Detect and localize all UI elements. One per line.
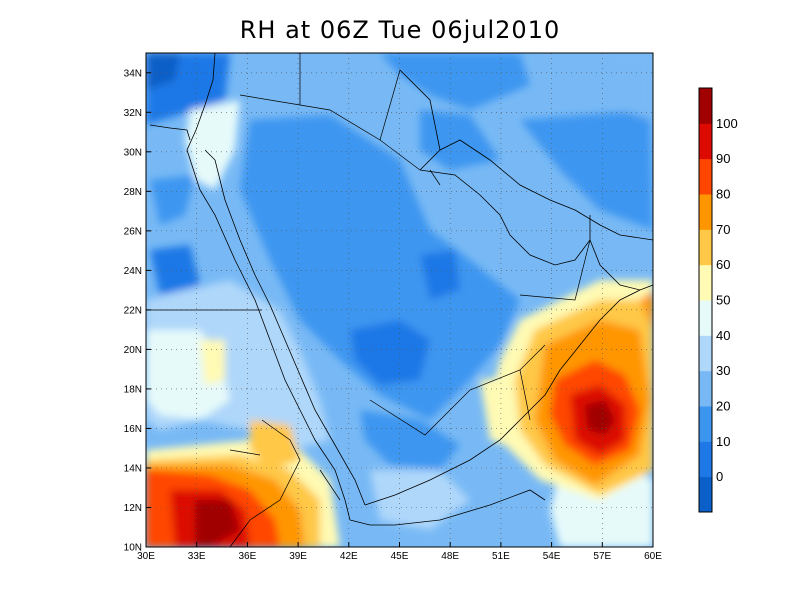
colorbar-swatch <box>699 335 712 372</box>
lon-tick-label: 39E <box>289 551 307 562</box>
longitude-axis: 30E 33E 36E 39E 42E 45E 48E 51E 54E 57E 60E <box>137 542 662 562</box>
lat-tick-label: 10N <box>124 543 142 554</box>
lat-tick-label: 22N <box>124 305 142 316</box>
colorbar-swatch <box>699 300 712 336</box>
lat-tick-label: 34N <box>124 68 142 79</box>
lat-tick-label: 18N <box>124 384 142 395</box>
colorbar-label: 100 <box>716 116 738 131</box>
lon-tick-label: 48E <box>441 551 459 562</box>
lat-tick-label: 30N <box>124 147 142 158</box>
lat-tick-label: 12N <box>124 503 142 514</box>
colorbar-label: 10 <box>716 434 730 449</box>
colorbar-label: 30 <box>716 363 730 378</box>
colorbar-label: 50 <box>716 293 730 308</box>
latitude-axis: 10N 12N 14N 16N 18N 20N 22N 24N 26N 28N 30N 32N 34N <box>124 68 151 554</box>
colorbar-swatch <box>699 370 712 407</box>
colorbar-frame <box>698 87 713 513</box>
colorbar-swatch <box>699 229 712 266</box>
coastlines <box>149 52 654 526</box>
lat-tick-label: 28N <box>124 187 142 198</box>
colorbar-label: 20 <box>716 399 730 414</box>
lon-tick-label: 30E <box>137 551 155 562</box>
rh-shading <box>146 53 653 547</box>
lat-tick-label: 26N <box>124 226 142 237</box>
colorbar-label: 70 <box>716 222 730 237</box>
lon-tick-label: 36E <box>239 551 257 562</box>
lon-tick-label: 45E <box>391 551 409 562</box>
lon-tick-label: 33E <box>188 551 206 562</box>
colorbar-swatch <box>699 406 712 442</box>
lat-tick-label: 32N <box>124 108 142 119</box>
colorbar-label: 90 <box>716 151 730 166</box>
colorbar-swatch <box>699 441 712 478</box>
colorbar-label: 40 <box>716 328 730 343</box>
lon-tick-label: 51E <box>492 551 510 562</box>
lon-tick-label: 42E <box>340 551 358 562</box>
lat-tick-label: 20N <box>124 345 142 356</box>
colorbar-swatch <box>699 158 712 195</box>
lat-tick-label: 14N <box>124 463 142 474</box>
map-title: RH at 06Z Tue 06jul2010 <box>239 16 561 44</box>
colorbar-swatch <box>699 264 712 301</box>
colorbar-swatch <box>699 476 712 513</box>
lat-tick-label: 24N <box>124 266 142 277</box>
colorbar-swatch <box>699 123 712 160</box>
colorbar-swatch <box>699 88 712 124</box>
political-borders <box>146 53 591 548</box>
colorbar-label: 80 <box>716 187 730 202</box>
colorbar: 0 10 20 30 40 50 60 70 80 90 100 <box>698 87 738 513</box>
lat-tick-label: 16N <box>124 424 142 435</box>
colorbar-label: 60 <box>716 257 730 272</box>
lon-tick-label: 60E <box>644 551 662 562</box>
colorbar-label: 0 <box>716 469 723 484</box>
lon-tick-label: 54E <box>543 551 561 562</box>
lon-tick-label: 57E <box>593 551 611 562</box>
colorbar-swatch <box>699 194 712 230</box>
